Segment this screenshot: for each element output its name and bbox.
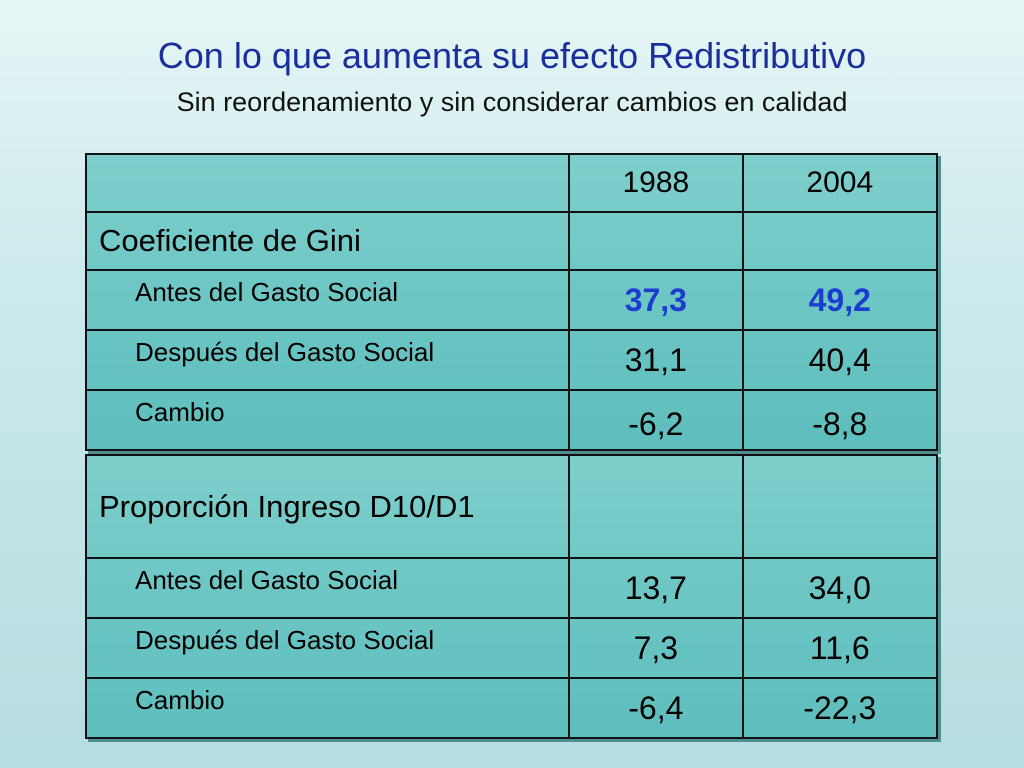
row-label: Antes del Gasto Social bbox=[84, 269, 571, 331]
table-row: Antes del Gasto Social 37,3 49,2 bbox=[84, 269, 939, 331]
header-empty-cell bbox=[84, 153, 571, 213]
value-2004: -22,3 bbox=[741, 677, 939, 739]
value-1988: 7,3 bbox=[568, 617, 744, 679]
empty-cell bbox=[568, 454, 744, 559]
row-label: Después del Gasto Social bbox=[84, 329, 571, 391]
header-row: 1988 2004 bbox=[84, 153, 939, 213]
empty-cell bbox=[741, 211, 939, 271]
ratio-table: Proporción Ingreso D10/D1 Antes del Gast… bbox=[84, 454, 939, 739]
row-label-text: Cambio bbox=[135, 396, 225, 427]
row-label-text: Antes del Gasto Social bbox=[135, 564, 399, 595]
value-2004: -8,8 bbox=[741, 389, 939, 451]
value-2004: 40,4 bbox=[741, 329, 939, 391]
value-text: -6,2 bbox=[628, 405, 684, 442]
row-label-text: Antes del Gasto Social bbox=[135, 276, 399, 307]
value-1988: 31,1 bbox=[568, 329, 744, 391]
value-2004: 11,6 bbox=[741, 617, 939, 679]
value-1988: 37,3 bbox=[568, 269, 744, 331]
table-row: Antes del Gasto Social 13,7 34,0 bbox=[84, 557, 939, 619]
value-1988: 13,7 bbox=[568, 557, 744, 619]
value-2004: 49,2 bbox=[741, 269, 939, 331]
header-year-1988: 1988 bbox=[568, 153, 744, 213]
empty-cell bbox=[741, 454, 939, 559]
row-label: Cambio bbox=[84, 677, 571, 739]
table-row: Después del Gasto Social 31,1 40,4 bbox=[84, 329, 939, 391]
gini-table: 1988 2004 Coeficiente de Gini Antes del … bbox=[84, 153, 939, 451]
value-2004: 34,0 bbox=[741, 557, 939, 619]
row-label-text: Después del Gasto Social bbox=[135, 624, 435, 655]
table-row: Después del Gasto Social 7,3 11,6 bbox=[84, 617, 939, 679]
ratio-group-row: Proporción Ingreso D10/D1 bbox=[84, 454, 939, 559]
value-1988: -6,2 bbox=[568, 389, 744, 451]
row-label-text: Cambio bbox=[135, 684, 225, 715]
row-label: Cambio bbox=[84, 389, 571, 451]
row-label: Después del Gasto Social bbox=[84, 617, 571, 679]
value-text: -8,8 bbox=[812, 405, 868, 442]
empty-cell bbox=[568, 211, 744, 271]
slide-subtitle: Sin reordenamiento y sin considerar camb… bbox=[176, 87, 848, 117]
row-label: Antes del Gasto Social bbox=[84, 557, 571, 619]
gini-group-row: Coeficiente de Gini bbox=[84, 211, 939, 271]
header-year-2004: 2004 bbox=[741, 153, 939, 213]
value-1988: -6,4 bbox=[568, 677, 744, 739]
row-label-text: Después del Gasto Social bbox=[135, 336, 435, 367]
ratio-group-label: Proporción Ingreso D10/D1 bbox=[84, 454, 571, 559]
table-row: Cambio -6,2 -8,8 bbox=[84, 389, 939, 451]
table-row: Cambio -6,4 -22,3 bbox=[84, 677, 939, 739]
slide-title: Con lo que aumenta su efecto Redistribut… bbox=[157, 35, 867, 76]
gini-group-label: Coeficiente de Gini bbox=[84, 211, 571, 271]
